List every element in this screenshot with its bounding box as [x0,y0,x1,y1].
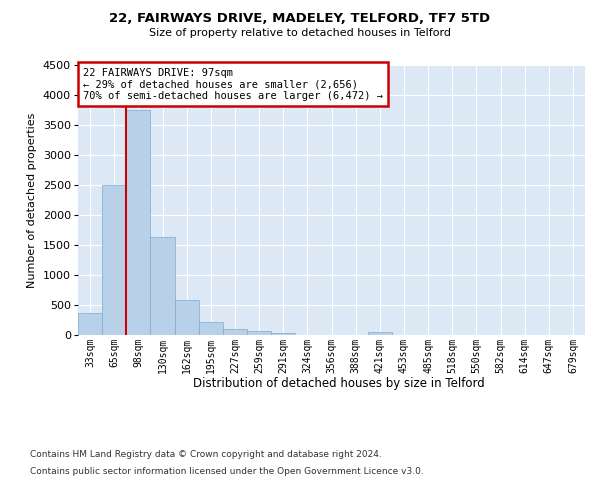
Bar [247,332,271,335]
Text: 22, FAIRWAYS DRIVE, MADELEY, TELFORD, TF7 5TD: 22, FAIRWAYS DRIVE, MADELEY, TELFORD, TF… [109,12,491,26]
Y-axis label: Number of detached properties: Number of detached properties [28,112,37,288]
Bar [223,328,247,335]
Text: 22 FAIRWAYS DRIVE: 97sqm
← 29% of detached houses are smaller (2,656)
70% of sem: 22 FAIRWAYS DRIVE: 97sqm ← 29% of detach… [83,68,383,101]
Bar [199,322,223,335]
Bar [78,313,102,335]
Bar [271,333,295,335]
Text: Size of property relative to detached houses in Telford: Size of property relative to detached ho… [149,28,451,38]
Bar [126,110,151,335]
Bar [151,236,175,335]
Text: Contains public sector information licensed under the Open Government Licence v3: Contains public sector information licen… [30,468,424,476]
Bar [368,332,392,335]
Bar [175,300,199,335]
Bar [102,185,126,335]
Text: Contains HM Land Registry data © Crown copyright and database right 2024.: Contains HM Land Registry data © Crown c… [30,450,382,459]
Text: Distribution of detached houses by size in Telford: Distribution of detached houses by size … [193,378,485,390]
